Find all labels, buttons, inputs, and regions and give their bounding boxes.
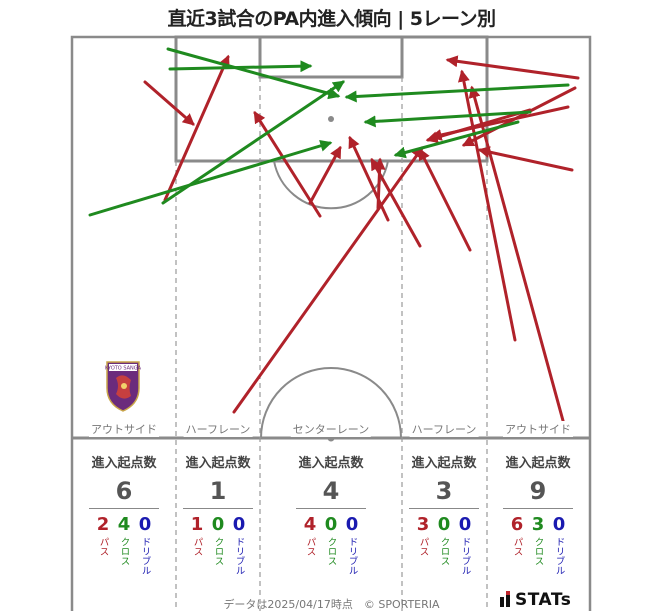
penalty-spot	[328, 116, 334, 122]
dribble-label: ドリブル	[233, 537, 245, 575]
pass-arrow-1	[163, 54, 230, 202]
stat-total: 4	[322, 477, 340, 505]
pass-label: パス	[97, 537, 109, 556]
lane-label-halflane-right: ハーフレーン	[409, 421, 479, 437]
chart-title: 直近3試合のPA内進入傾向 | 5レーン別	[167, 8, 496, 30]
pass-count: 1	[190, 514, 204, 535]
team-crest: KYOTO SANGA	[105, 361, 142, 412]
footer-note: データは2025/04/17時点 © SPORTERIA	[223, 598, 440, 611]
cross-arrow-16	[166, 47, 341, 100]
lane-label-halflane-left: ハーフレーン	[183, 421, 253, 437]
lane-stats-halflane-right: 進入起点数 3 3 パス 0 クロス 0 ドリブル	[399, 452, 489, 575]
stat-divider	[296, 508, 366, 509]
dribble-label: ドリブル	[553, 537, 565, 575]
dribble-count: 0	[458, 514, 472, 535]
pass-arrow-0	[143, 80, 195, 126]
dribble-count: 0	[552, 514, 566, 535]
cross-arrow-22	[393, 120, 520, 159]
stat-divider	[409, 508, 479, 509]
dribble-count: 0	[345, 514, 359, 535]
cross-count: 0	[211, 514, 225, 535]
lane-dividers	[175, 77, 488, 611]
stat-header: 進入起点数	[505, 456, 571, 471]
pass-arrow-13	[468, 85, 567, 430]
crest-text: KYOTO SANGA	[105, 366, 142, 372]
stat-divider	[89, 508, 159, 509]
stat-divider	[503, 508, 573, 509]
stat-header: 進入起点数	[298, 456, 364, 471]
pass-count: 6	[510, 514, 524, 535]
pass-arrow-8	[445, 55, 580, 80]
pass-arrow-2	[232, 146, 424, 414]
dribble-label: ドリブル	[459, 537, 471, 575]
pass-arrow-5	[348, 135, 390, 222]
pass-label: パス	[304, 537, 316, 556]
stat-total: 3	[435, 477, 453, 505]
lane-label-outside-right: アウトサイド	[503, 421, 573, 437]
cross-arrow-19	[88, 140, 333, 217]
pass-arrow-12	[477, 146, 574, 172]
brand-logo: STATs	[500, 590, 571, 610]
cross-arrow-21	[363, 110, 532, 128]
pass-arrow-3	[253, 110, 322, 218]
cross-arrow-17	[168, 60, 313, 73]
pass-count: 2	[96, 514, 110, 535]
pass-arrow-15	[425, 108, 532, 144]
cross-label: クロス	[212, 537, 224, 566]
cross-label: クロス	[438, 537, 450, 566]
dribble-label: ドリブル	[346, 537, 358, 575]
stat-header: 進入起点数	[91, 456, 157, 471]
cross-count: 4	[117, 514, 131, 535]
brand-text: STATs	[515, 590, 572, 610]
lane-stats-outside-left: 進入起点数 6 2 パス 4 クロス 0 ドリブル	[79, 452, 169, 575]
cross-label: クロス	[118, 537, 130, 566]
pass-count: 4	[303, 514, 317, 535]
stat-total: 9	[529, 477, 547, 505]
pass-count: 3	[416, 514, 430, 535]
dribble-label: ドリブル	[139, 537, 151, 575]
pass-arrow-14	[418, 147, 472, 252]
cross-count: 0	[437, 514, 451, 535]
cross-count: 0	[324, 514, 338, 535]
stat-divider	[183, 508, 253, 509]
brand-mark-icon	[500, 591, 512, 607]
pass-label: パス	[511, 537, 523, 556]
goal-area	[258, 35, 404, 79]
lane-stats-halflane-left: 進入起点数 1 1 パス 0 クロス 0 ドリブル	[173, 452, 263, 575]
cross-label: クロス	[532, 537, 544, 566]
cross-count: 3	[531, 514, 545, 535]
pass-label: パス	[191, 537, 203, 556]
lane-label-center: センターレーン	[290, 421, 372, 437]
center-circle	[260, 367, 402, 439]
stat-total: 1	[209, 477, 227, 505]
stat-header: 進入起点数	[185, 456, 251, 471]
pass-arrow-6	[373, 157, 386, 210]
arrows-layer	[88, 47, 580, 430]
cross-label: クロス	[325, 537, 337, 566]
lane-stats-outside-right: 進入起点数 9 6 パス 3 クロス 0 ドリブル	[493, 452, 583, 575]
pass-label: パス	[417, 537, 429, 556]
stat-total: 6	[115, 477, 133, 505]
stat-header: 進入起点数	[411, 456, 477, 471]
pass-arrow-4	[308, 145, 342, 205]
pass-arrow-7	[370, 157, 422, 248]
dribble-count: 0	[232, 514, 246, 535]
cross-arrow-20	[344, 83, 570, 103]
dribble-count: 0	[138, 514, 152, 535]
lane-label-outside-left: アウトサイド	[89, 421, 159, 437]
lane-stats-center: 進入起点数 4 4 パス 0 クロス 0 ドリブル	[286, 452, 376, 575]
